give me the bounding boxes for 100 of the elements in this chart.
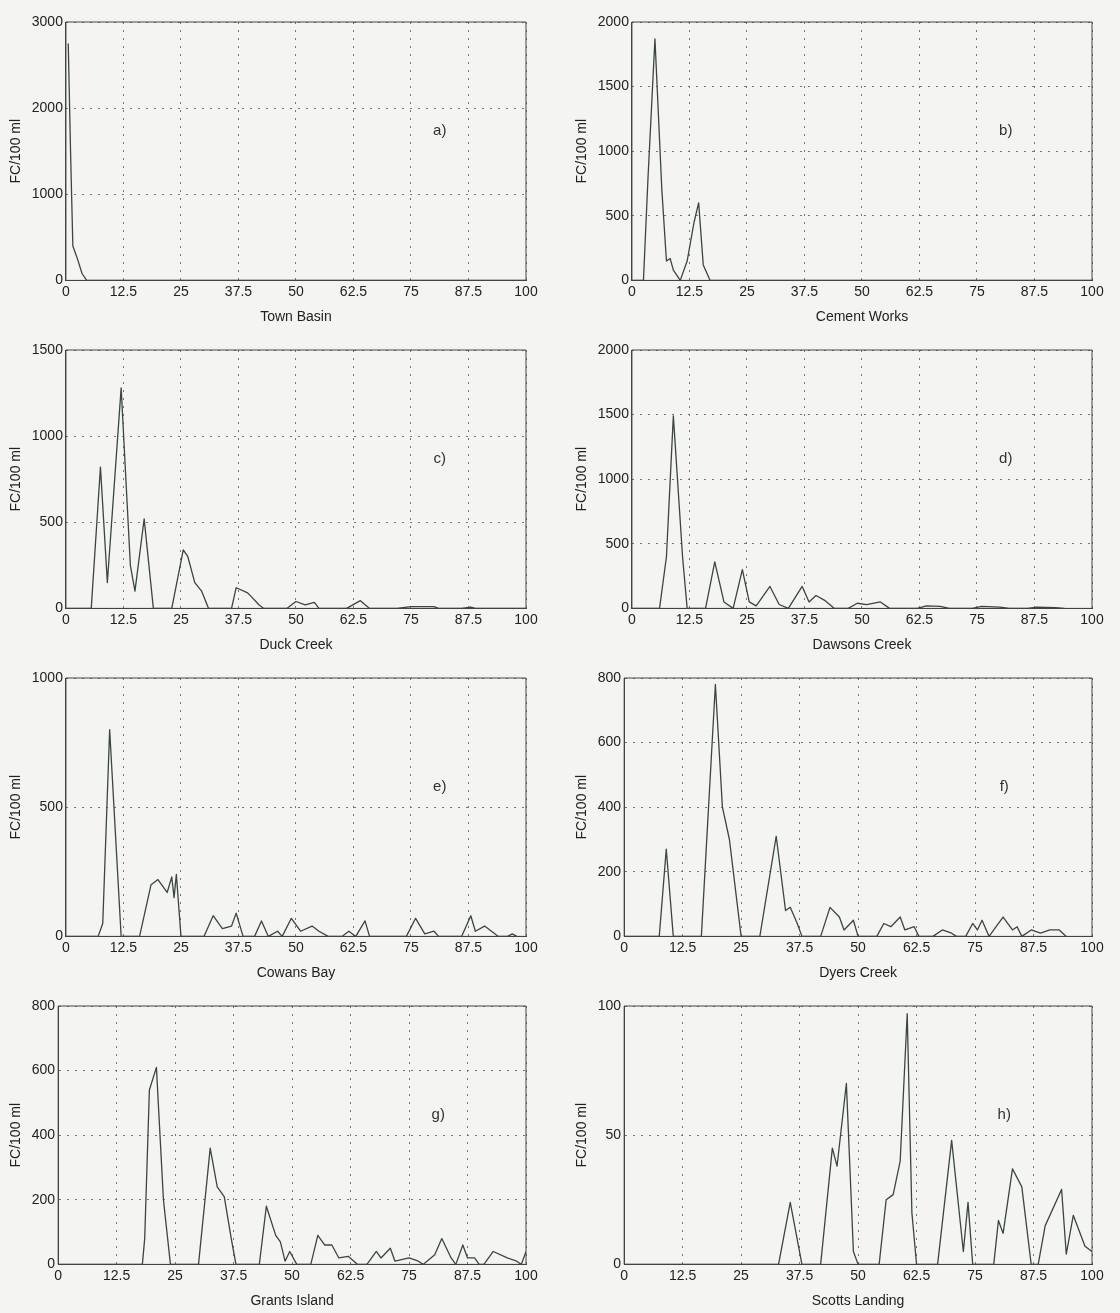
x-tick-label: 62.5 [902, 1266, 931, 1283]
x-tick-label: 100 [1080, 282, 1104, 299]
x-tick-label: 37.5 [224, 282, 253, 299]
x-tick-label: 50 [288, 282, 304, 299]
x-tick-label: 62.5 [905, 610, 934, 627]
y-tick-label: 400 [597, 798, 622, 815]
x-tick-label: 87.5 [453, 1266, 482, 1283]
y-tick-label: 0 [621, 271, 630, 288]
x-tick-label: 12.5 [109, 938, 138, 955]
x-tick-label: 25 [733, 1266, 750, 1283]
y-tick-label: 500 [605, 206, 630, 223]
y-axis-title: FC/100 ml [573, 1102, 590, 1168]
annotation: d) [999, 448, 1013, 466]
x-tick-label: 75 [403, 282, 419, 299]
x-axis-title: Grants Island [250, 1292, 334, 1309]
x-tick-label: 12.5 [675, 282, 704, 299]
y-tick-label: 0 [621, 599, 630, 616]
x-tick-label: 75 [967, 1266, 984, 1283]
y-tick-label: 1000 [597, 142, 630, 159]
y-tick-label: 800 [597, 668, 622, 685]
y-tick-label: 1500 [31, 340, 64, 357]
x-axis-title: Scotts Landing [811, 1292, 905, 1309]
x-axis-title: Cement Works [815, 308, 909, 325]
x-axis-title: Town Basin [260, 308, 332, 325]
x-tick-label: 62.5 [336, 1266, 365, 1283]
x-tick-label: 75 [969, 282, 985, 299]
x-tick-label: 12.5 [109, 610, 138, 627]
x-tick-label: 12.5 [103, 1266, 131, 1283]
y-tick-label: 0 [613, 927, 622, 944]
x-tick-label: 25 [173, 938, 189, 955]
x-tick-label: 37.5 [790, 282, 819, 299]
x-tick-label: 87.5 [1020, 282, 1049, 299]
y-tick-label: 0 [47, 1255, 56, 1272]
x-tick-label: 62.5 [339, 938, 368, 955]
x-axis-title: Duck Creek [259, 636, 334, 653]
x-tick-label: 25 [173, 282, 189, 299]
annotation: g) [431, 1104, 445, 1122]
x-axis-title: Dyers Creek [819, 964, 898, 981]
x-axis-title: Cowans Bay [256, 964, 336, 981]
x-tick-label: 100 [514, 1266, 538, 1283]
y-tick-label: 600 [31, 1061, 56, 1078]
x-tick-label: 87.5 [1019, 938, 1048, 955]
y-tick-label: 500 [605, 534, 630, 551]
x-tick-label: 62.5 [339, 610, 368, 627]
y-tick-label: 2000 [597, 340, 630, 357]
y-tick-label: 1000 [597, 470, 630, 487]
y-tick-label: 2000 [31, 98, 64, 115]
annotation: b) [999, 120, 1013, 138]
x-tick-label: 37.5 [219, 1266, 248, 1283]
x-tick-label: 50 [850, 938, 867, 955]
x-tick-label: 50 [850, 1266, 867, 1283]
x-tick-label: 100 [514, 610, 538, 627]
y-axis-title: FC/100 ml [7, 774, 24, 840]
annotation: e) [433, 776, 447, 794]
y-tick-label: 3000 [31, 12, 64, 29]
x-tick-label: 25 [167, 1266, 184, 1283]
x-tick-label: 75 [403, 938, 419, 955]
y-tick-label: 500 [39, 513, 64, 530]
y-tick-label: 2000 [597, 12, 630, 29]
x-tick-label: 50 [288, 938, 304, 955]
y-tick-label: 500 [39, 798, 64, 815]
x-tick-label: 25 [739, 610, 755, 627]
x-tick-label: 12.5 [669, 938, 697, 955]
x-tick-label: 75 [403, 610, 419, 627]
annotation: a) [433, 120, 447, 138]
x-tick-label: 25 [733, 938, 750, 955]
y-tick-label: 800 [31, 996, 56, 1013]
y-axis-title: FC/100 ml [573, 446, 590, 512]
x-tick-label: 87.5 [1019, 1266, 1048, 1283]
y-tick-label: 400 [31, 1126, 56, 1143]
y-axis-title: FC/100 ml [573, 774, 590, 840]
y-tick-label: 0 [55, 599, 64, 616]
x-tick-label: 37.5 [785, 938, 814, 955]
x-tick-label: 37.5 [224, 610, 253, 627]
y-tick-label: 0 [55, 271, 64, 288]
y-axis-title: FC/100 ml [7, 1102, 24, 1168]
x-tick-label: 100 [1080, 610, 1104, 627]
y-tick-label: 200 [597, 862, 622, 879]
y-tick-label: 100 [597, 996, 622, 1013]
x-tick-label: 12.5 [675, 610, 704, 627]
x-tick-label: 50 [854, 610, 870, 627]
y-tick-label: 1500 [597, 77, 630, 94]
x-tick-label: 37.5 [785, 1266, 814, 1283]
x-tick-label: 50 [284, 1266, 301, 1283]
y-tick-label: 1000 [31, 426, 64, 443]
y-tick-label: 600 [597, 733, 622, 750]
x-tick-label: 25 [739, 282, 755, 299]
x-tick-label: 87.5 [1020, 610, 1049, 627]
x-tick-label: 62.5 [339, 282, 368, 299]
y-axis-title: FC/100 ml [7, 446, 24, 512]
y-tick-label: 50 [605, 1126, 622, 1143]
x-tick-label: 75 [969, 610, 985, 627]
y-tick-label: 1000 [31, 185, 64, 202]
x-tick-label: 75 [401, 1266, 418, 1283]
y-tick-label: 1500 [597, 405, 630, 422]
x-tick-label: 62.5 [905, 282, 934, 299]
y-tick-label: 200 [31, 1190, 56, 1207]
x-axis-title: Dawsons Creek [812, 636, 913, 653]
x-tick-label: 62.5 [902, 938, 931, 955]
x-tick-label: 37.5 [224, 938, 253, 955]
